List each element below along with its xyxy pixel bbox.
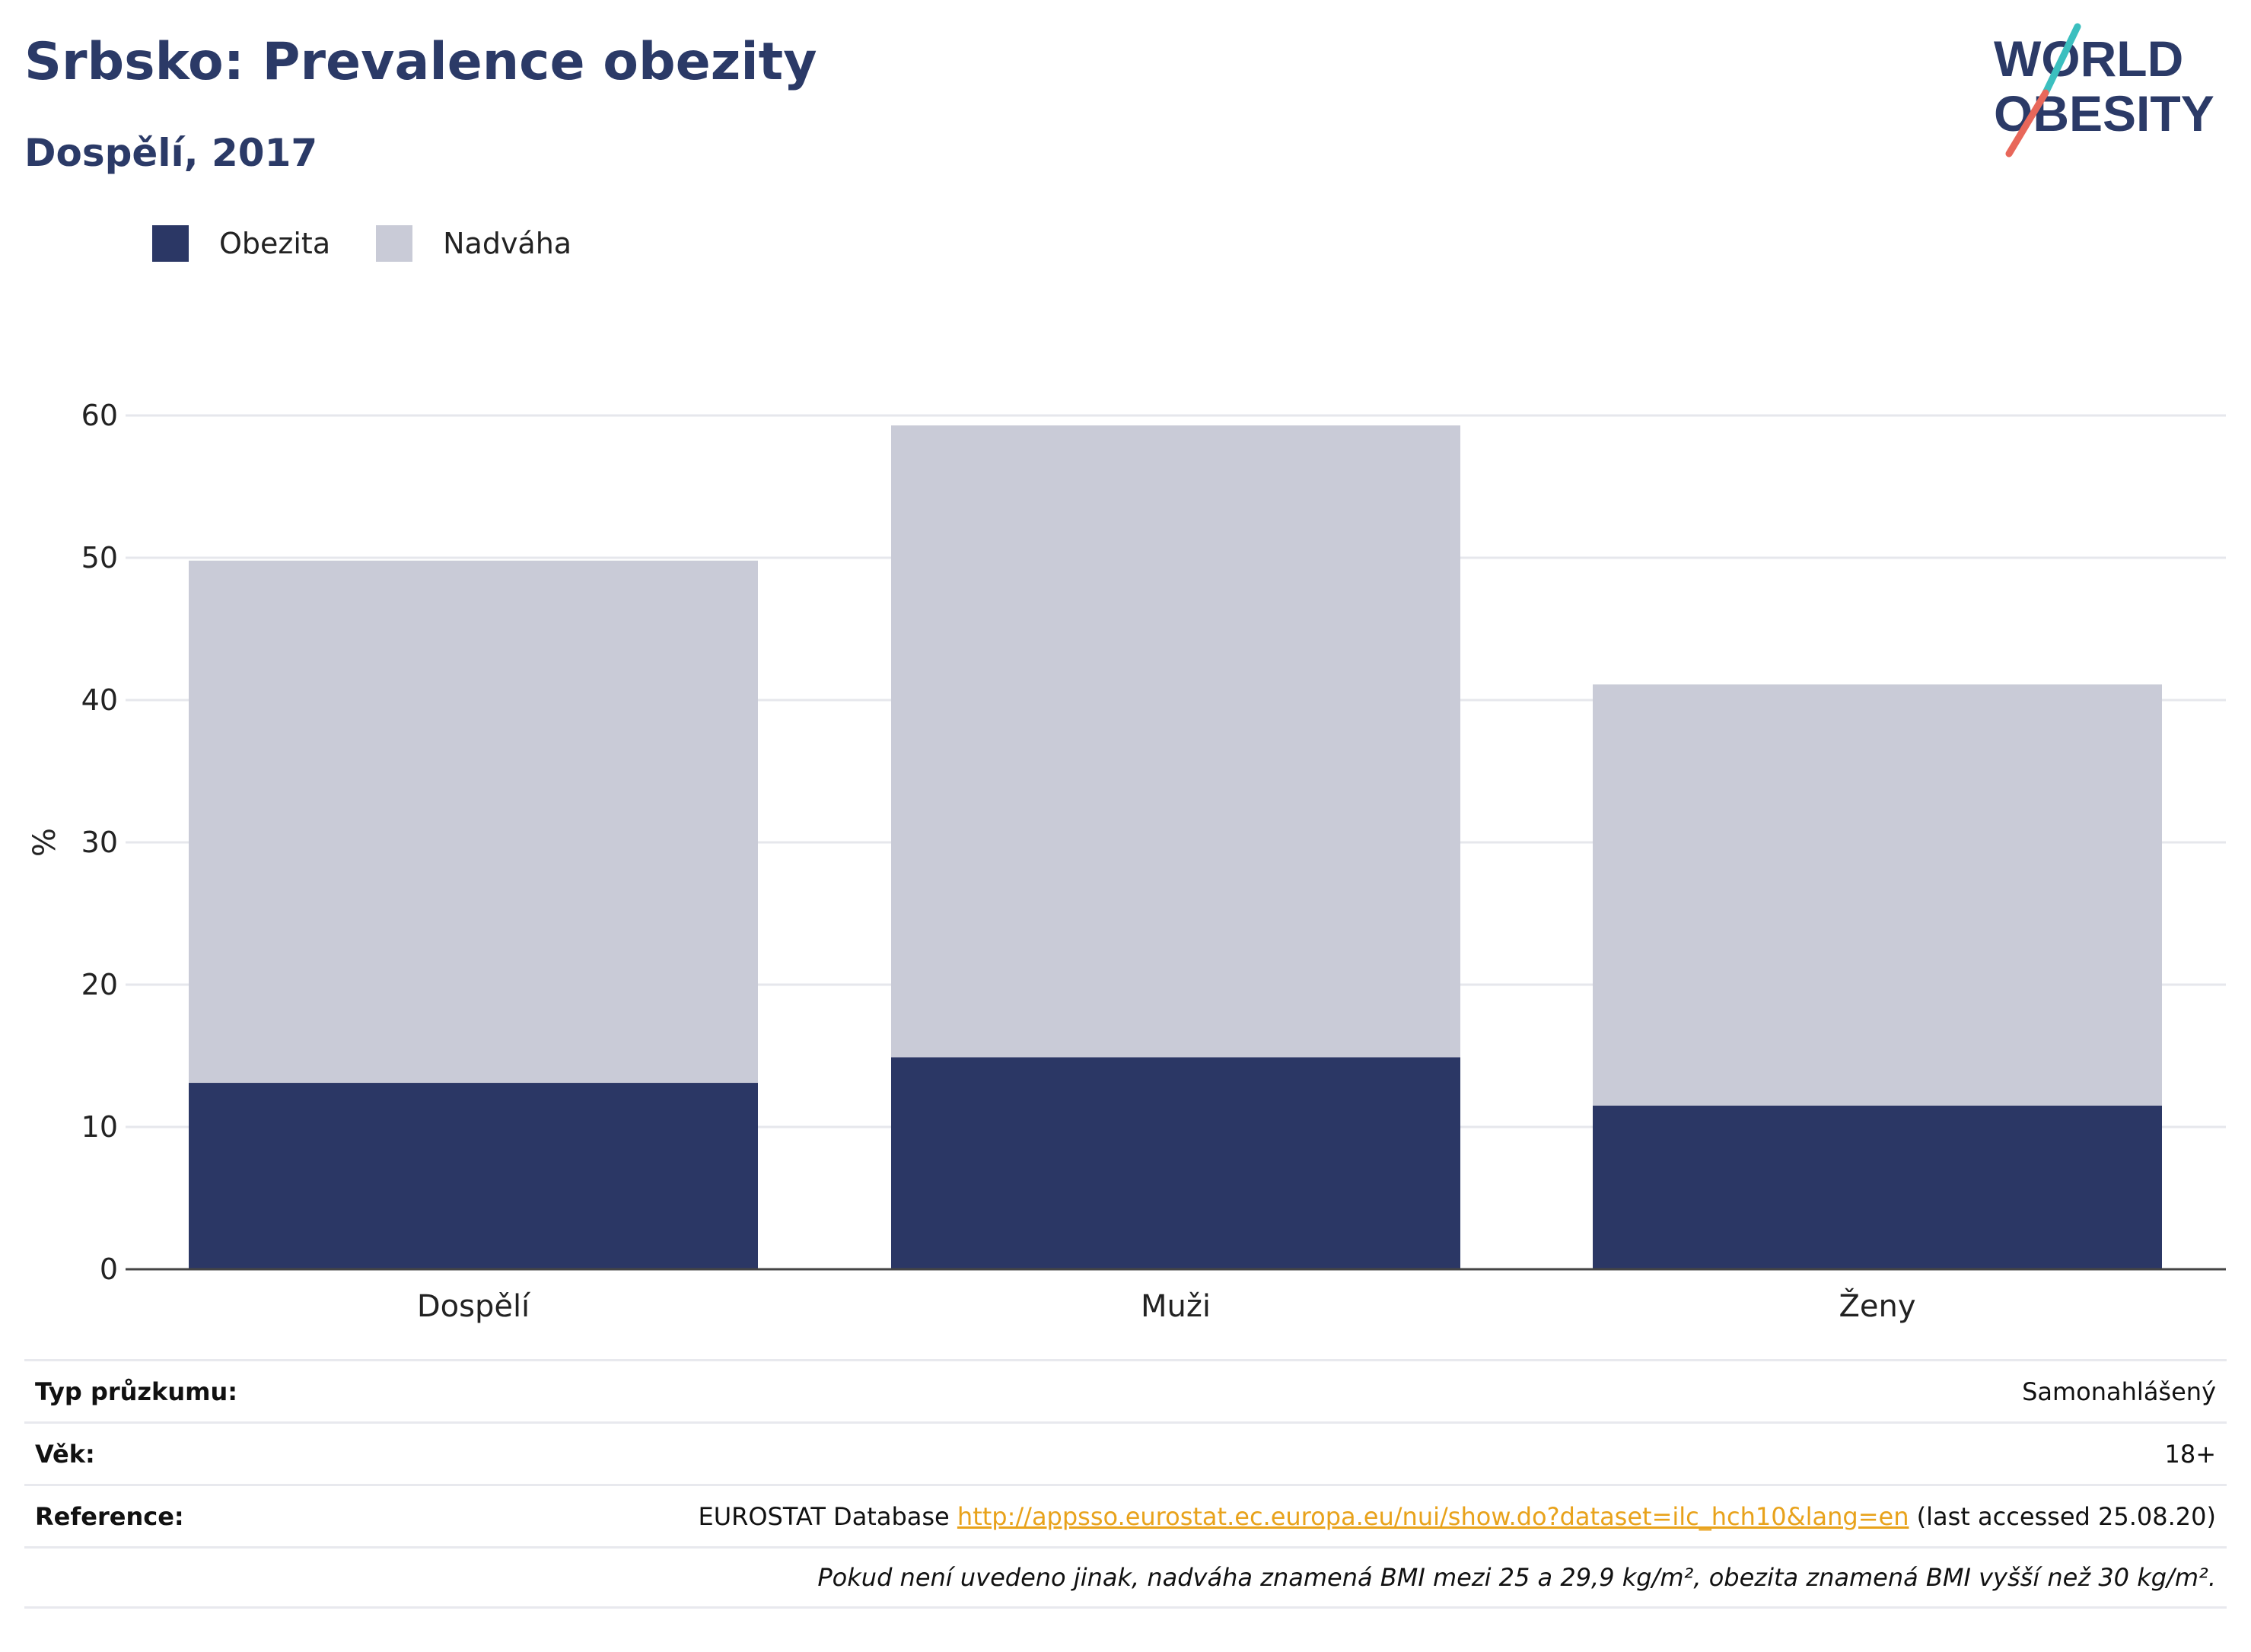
y-tick-label: 40	[81, 683, 118, 717]
bar-nadvaha	[189, 560, 758, 1084]
legend-item-nadvaha[interactable]: Nadváha	[376, 225, 572, 262]
bar-obezita	[1593, 1105, 2162, 1269]
page-subtitle: Dospělí, 2017	[24, 131, 318, 175]
survey-type-value: Samonahlášený	[2022, 1377, 2216, 1406]
bar-obezita	[189, 1083, 758, 1269]
y-tick-label: 50	[81, 541, 118, 575]
y-tick-label: 60	[81, 399, 118, 432]
page-title: Srbsko: Prevalence obezity	[24, 32, 817, 92]
reference-prefix: EUROSTAT Database	[698, 1501, 957, 1531]
logo-line2: OBESITY	[1994, 85, 2214, 142]
legend-swatch-nadvaha	[376, 225, 413, 262]
info-row-reference: Reference: EUROSTAT Database http://apps…	[24, 1484, 2227, 1546]
y-tick-label: 10	[81, 1110, 118, 1144]
y-tick-label: 20	[81, 968, 118, 1001]
logo-slash-bottom	[2005, 89, 2049, 158]
age-value: 18+	[2164, 1439, 2216, 1469]
chart-legend: Obezita Nadváha	[152, 225, 617, 262]
reference-suffix: (last accessed 25.08.20)	[1909, 1501, 2216, 1531]
logo-line1: WORLD	[1994, 30, 2183, 87]
age-label: Věk:	[35, 1439, 95, 1469]
y-tick-label: 30	[81, 826, 118, 859]
x-tick-label: Ženy	[1839, 1288, 1915, 1324]
y-tick-label: 0	[100, 1253, 118, 1286]
info-table: Typ průzkumu: Samonahlášený Věk: 18+ Ref…	[24, 1359, 2227, 1609]
info-row-age: Věk: 18+	[24, 1421, 2227, 1484]
bar-chart: 0 10 20 30 40 50 60% Dospělí Muži Ženy	[27, 399, 2226, 1324]
bar-obezita	[891, 1057, 1460, 1269]
y-axis-label: %	[27, 828, 62, 857]
x-tick-label: Dospělí	[417, 1289, 531, 1324]
bar-nadvaha	[891, 425, 1460, 1058]
logo-slash-top	[2042, 23, 2081, 97]
reference-link[interactable]: http://appsso.eurostat.ec.europa.eu/nui/…	[957, 1501, 1909, 1531]
world-obesity-logo: WORLD OBESITY	[1994, 23, 2214, 158]
legend-item-obezita[interactable]: Obezita	[152, 225, 330, 262]
definition-note: Pokud není uvedeno jinak, nadváha znamen…	[817, 1563, 2216, 1592]
reference-value: EUROSTAT Database http://appsso.eurostat…	[698, 1502, 2216, 1531]
bar-nadvaha	[1593, 684, 2162, 1106]
survey-type-label: Typ průzkumu:	[35, 1377, 238, 1406]
legend-label-obezita: Obezita	[219, 227, 331, 260]
info-row-survey-type: Typ průzkumu: Samonahlášený	[24, 1359, 2227, 1421]
info-row-note: Pokud není uvedeno jinak, nadváha znamen…	[24, 1546, 2227, 1609]
reference-label: Reference:	[35, 1501, 184, 1531]
legend-label-nadvaha: Nadváha	[443, 227, 572, 260]
legend-swatch-obezita	[152, 225, 189, 262]
x-tick-label: Muži	[1141, 1289, 1211, 1324]
